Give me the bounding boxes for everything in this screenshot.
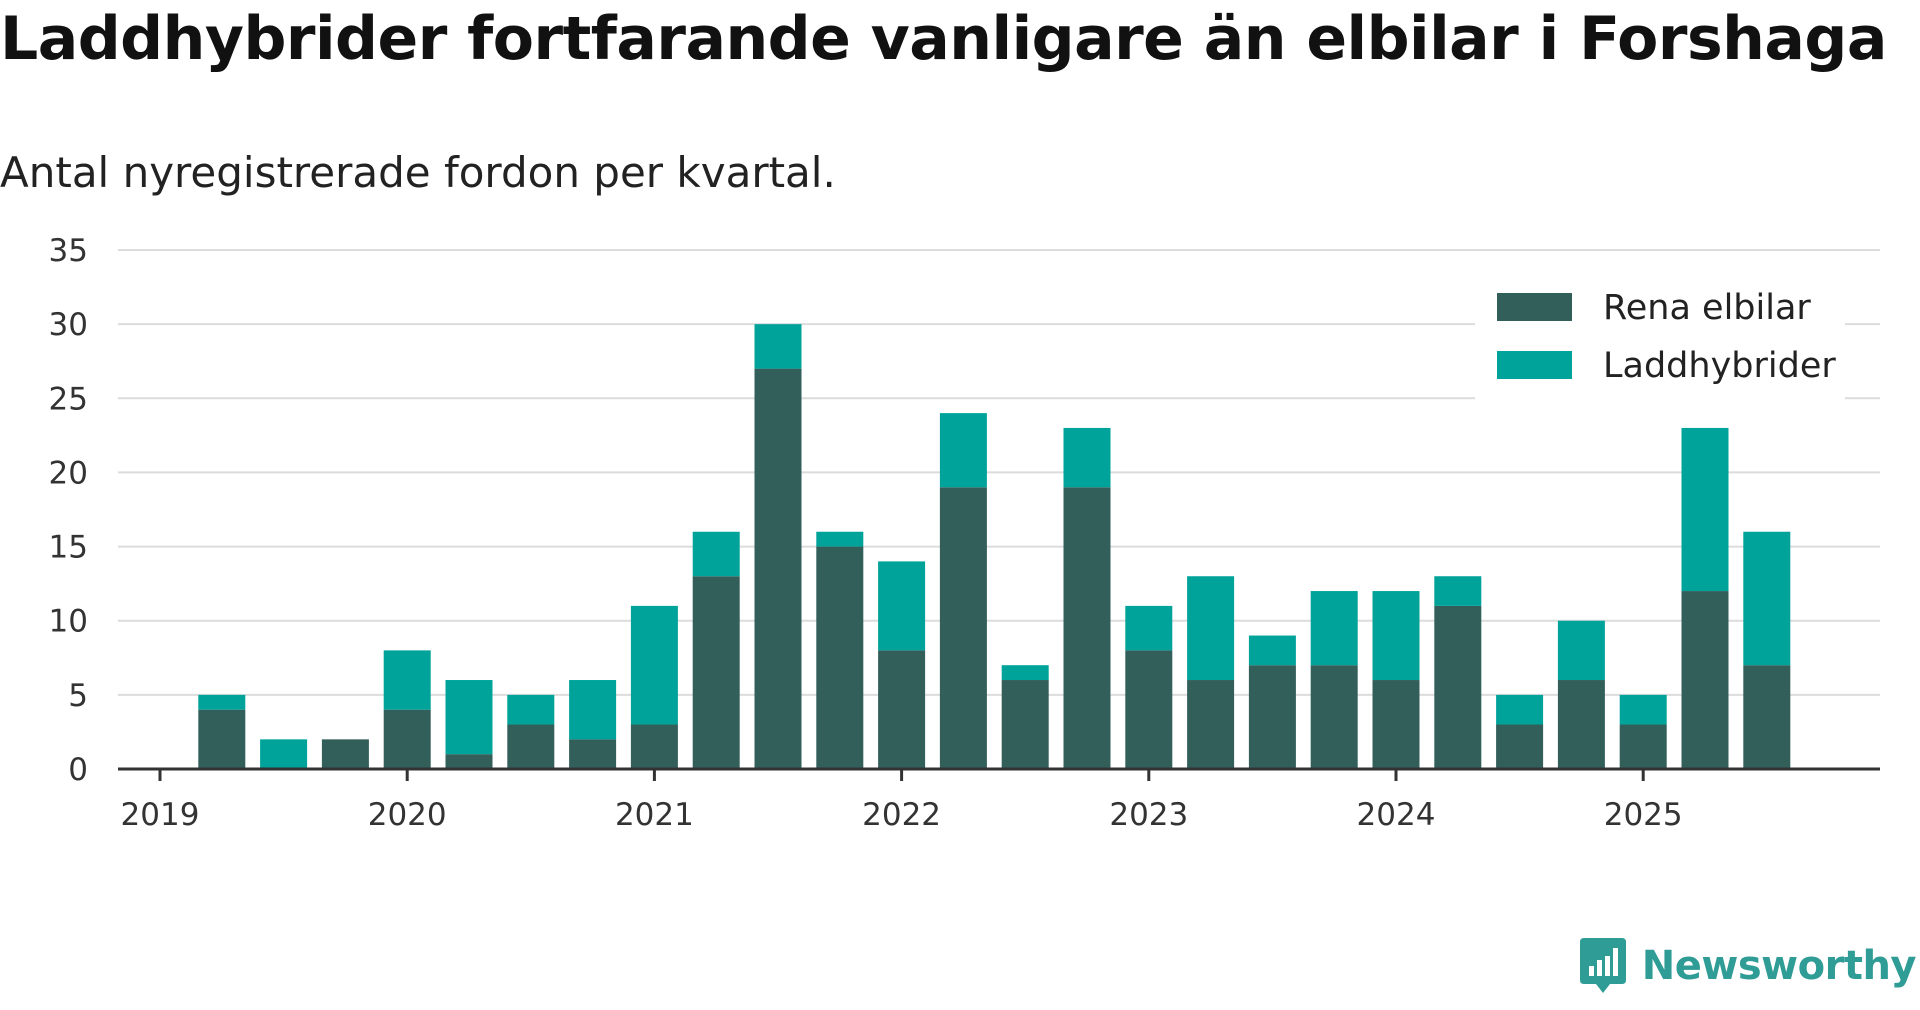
bar-laddhybrider (569, 680, 617, 740)
bar-laddhybrider (1063, 427, 1111, 488)
bar-rena-elbilar (321, 739, 369, 769)
legend-swatch-laddhybrider (1497, 351, 1572, 379)
bar-rena-elbilar (1619, 724, 1667, 769)
y-tick-label: 35 (49, 233, 88, 269)
legend-label-rena-elbilar: Rena elbilar (1603, 288, 1811, 328)
bar-laddhybrider (1125, 605, 1173, 651)
bar-rena-elbilar (1434, 605, 1482, 769)
bar-rena-elbilar (1187, 680, 1235, 769)
bar-laddhybrider (1557, 620, 1605, 681)
bar-rena-elbilar (878, 650, 926, 769)
chart-subtitle: Antal nyregistrerade fordon per kvartal. (0, 148, 836, 197)
bar-laddhybrider (1496, 694, 1544, 725)
bar-laddhybrider (816, 531, 864, 547)
bar-laddhybrider (1372, 591, 1420, 681)
bar-rena-elbilar (1557, 680, 1605, 769)
y-tick-label: 15 (49, 530, 88, 566)
bar-rena-elbilar (383, 709, 431, 769)
bar-rena-elbilar (692, 576, 740, 769)
bar-laddhybrider (878, 561, 926, 651)
legend-label-laddhybrider: Laddhybrider (1603, 346, 1836, 386)
y-tick-label: 10 (49, 604, 88, 640)
bar-rena-elbilar (569, 739, 617, 769)
bar-rena-elbilar (445, 754, 493, 769)
y-tick-label: 30 (49, 307, 88, 343)
bar-laddhybrider (383, 650, 431, 710)
bar-laddhybrider (1434, 576, 1482, 606)
brand-name: Newsworthy (1641, 943, 1917, 989)
bar-rena-elbilar (1001, 680, 1049, 769)
bar-laddhybrider (1743, 531, 1791, 666)
bar-rena-elbilar (1248, 665, 1296, 769)
x-tick-label: 2020 (368, 797, 447, 833)
bar-rena-elbilar (507, 724, 555, 769)
bar-laddhybrider (445, 680, 493, 755)
bar-laddhybrider (1001, 665, 1049, 681)
chart-title: Laddhybrider fortfarande vanligare än el… (0, 4, 1887, 74)
bar-laddhybrider (630, 605, 678, 725)
bar-rena-elbilar (630, 724, 678, 769)
bar-rena-elbilar (1372, 680, 1420, 769)
y-tick-label: 0 (68, 752, 88, 788)
x-tick-label: 2022 (862, 797, 941, 833)
x-tick-label: 2021 (615, 797, 694, 833)
bar-laddhybrider (1187, 576, 1235, 681)
bar-laddhybrider (939, 413, 987, 488)
x-tick-label: 2019 (121, 797, 200, 833)
bar-rena-elbilar (754, 368, 802, 769)
brand-logo: Newsworthy (1578, 936, 1917, 996)
bar-rena-elbilar (939, 487, 987, 769)
bar-laddhybrider (1310, 591, 1358, 666)
bar-laddhybrider (1681, 427, 1729, 592)
x-tick-label: 2024 (1357, 797, 1436, 833)
bar-rena-elbilar (1125, 650, 1173, 769)
bar-rena-elbilar (1681, 591, 1729, 769)
legend-background (1475, 255, 1845, 405)
y-tick-label: 20 (49, 455, 88, 491)
bar-laddhybrider (260, 739, 308, 769)
bar-rena-elbilar (1310, 665, 1358, 769)
bar-rena-elbilar (1063, 487, 1111, 769)
newsworthy-logo-icon (1579, 938, 1626, 993)
bar-rena-elbilar (198, 709, 246, 769)
bar-laddhybrider (1248, 635, 1296, 666)
bar-laddhybrider (692, 531, 740, 577)
bar-laddhybrider (754, 324, 802, 369)
x-tick-label: 2025 (1604, 797, 1683, 833)
bar-laddhybrider (1619, 694, 1667, 725)
bar-rena-elbilar (1743, 665, 1791, 769)
legend-swatch-rena-elbilar (1497, 293, 1572, 321)
y-tick-label: 5 (68, 678, 88, 714)
bar-rena-elbilar (1496, 724, 1544, 769)
y-tick-label: 25 (49, 381, 88, 417)
x-tick-label: 2023 (1109, 797, 1188, 833)
bar-laddhybrider (507, 694, 555, 725)
bar-laddhybrider (198, 694, 246, 710)
bar-rena-elbilar (816, 546, 864, 769)
